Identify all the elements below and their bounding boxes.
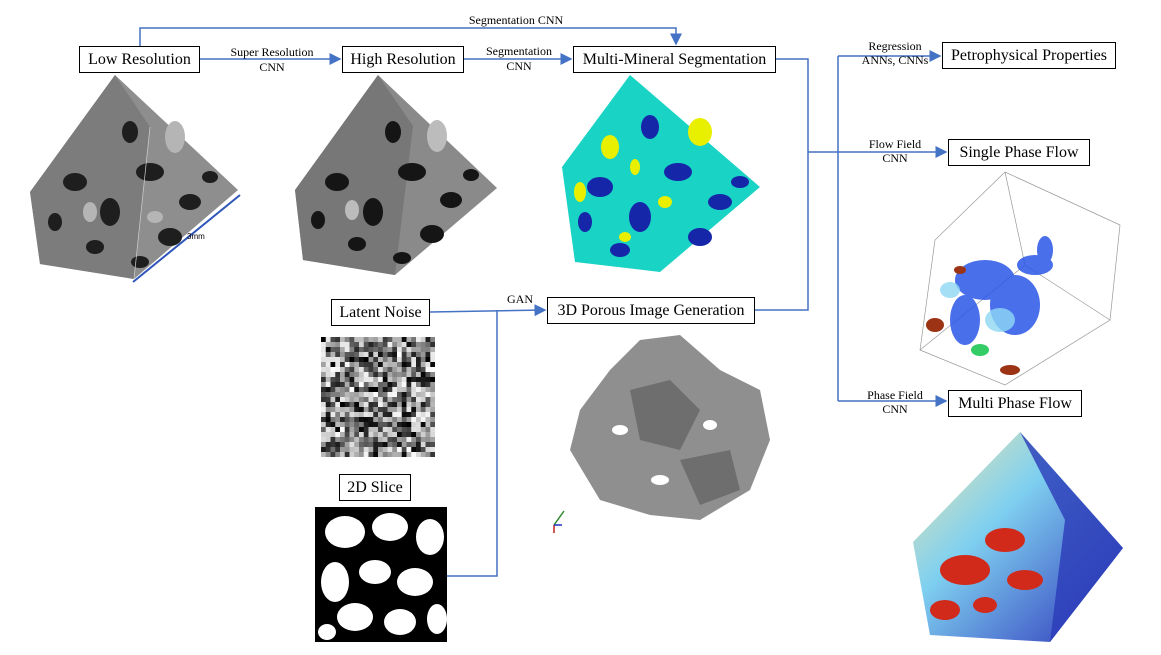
label-flow-field: Flow Field (868, 137, 922, 151)
arrow-gan (429, 304, 547, 317)
high-resolution-box: High Resolution (342, 46, 464, 73)
low-resolution-box: Low Resolution (79, 46, 200, 73)
label-phase-field: Phase Field (867, 388, 923, 402)
slice-2d-image (315, 507, 447, 642)
arrow-seg-out (755, 58, 809, 311)
label-phase-field-cnn: CNN (882, 402, 908, 416)
axis-triad-icon (553, 510, 565, 533)
scale-bar (132, 194, 241, 283)
low-resolution-cube-image (30, 75, 238, 280)
label-segmentation: Segmentation (486, 44, 552, 58)
slice-2d-box: 2D Slice (339, 474, 411, 501)
single-phase-flow-box: Single Phase Flow (948, 139, 1090, 166)
petrophysical-properties-box: Petrophysical Properties (942, 42, 1116, 69)
porous-generated-image (570, 335, 770, 520)
label-regression-anns-cnns: ANNs, CNNs (861, 53, 929, 67)
label-segmentation-cnn-top: Segmentation CNN (468, 13, 564, 27)
label-regression: Regression (868, 39, 922, 53)
label-segmentation-cnn: CNN (506, 59, 532, 73)
scale-label: 3mm (187, 232, 205, 241)
label-super-resolution: Super Resolution (230, 45, 314, 59)
high-resolution-cube-image (295, 75, 497, 275)
arrow-seg-cnn-top (139, 27, 682, 46)
single-phase-flow-image (919, 171, 1121, 386)
arrow-from-slice (447, 310, 498, 577)
multi-mineral-segmentation-box: Multi-Mineral Segmentation (573, 46, 776, 73)
porous-image-generation-box: 3D Porous Image Generation (547, 297, 755, 324)
label-flow-field-cnn: CNN (882, 151, 908, 165)
label-gan: GAN (507, 292, 533, 306)
multi-phase-flow-box: Multi Phase Flow (948, 390, 1082, 417)
latent-noise-box: Latent Noise (331, 299, 430, 326)
label-super-resolution-cnn: CNN (259, 60, 285, 74)
multi-phase-flow-image (913, 432, 1123, 642)
latent-noise-image (321, 337, 436, 458)
segmentation-cube-image (562, 75, 760, 272)
